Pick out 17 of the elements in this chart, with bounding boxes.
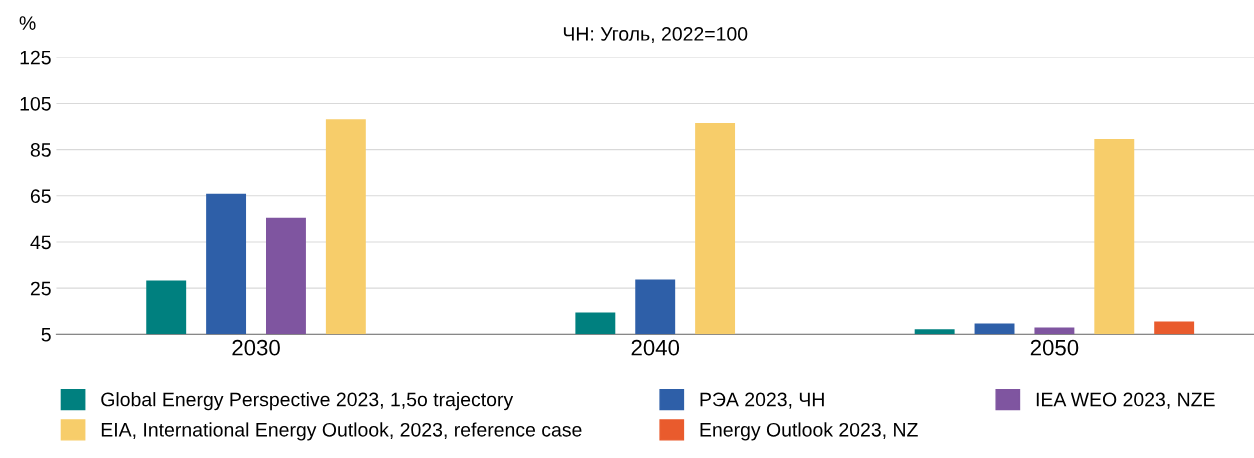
y-tick-label: 25 [30, 281, 51, 296]
chart-title: ЧН: Уголь, 2022=100 [563, 27, 748, 44]
y-tick-label: 105 [20, 96, 51, 111]
legend-label: Energy Outlook 2023, NZ [700, 422, 918, 441]
y-tick-label: 125 [20, 50, 51, 65]
legend-label: EIA, International Energy Outlook, 2023, reference case [101, 422, 582, 441]
legend-label: РЭА 2023, ЧН [700, 392, 824, 409]
y-tick-label: 65 [30, 189, 51, 204]
legend-label: IEA WEO 2023, NZE [1036, 392, 1215, 409]
y-tick-label: 45 [30, 235, 51, 250]
y-tick-label: 85 [30, 143, 51, 157]
x-tick-label: 2050 [1030, 339, 1079, 356]
legend-label: Global Energy Perspective 2023, 1,5o trajectory [101, 392, 514, 411]
y-tick-label: 5 [41, 328, 51, 342]
x-tick-label: 2040 [631, 339, 680, 356]
x-tick-label: 2030 [232, 339, 280, 356]
y-axis-title: % [19, 16, 36, 30]
